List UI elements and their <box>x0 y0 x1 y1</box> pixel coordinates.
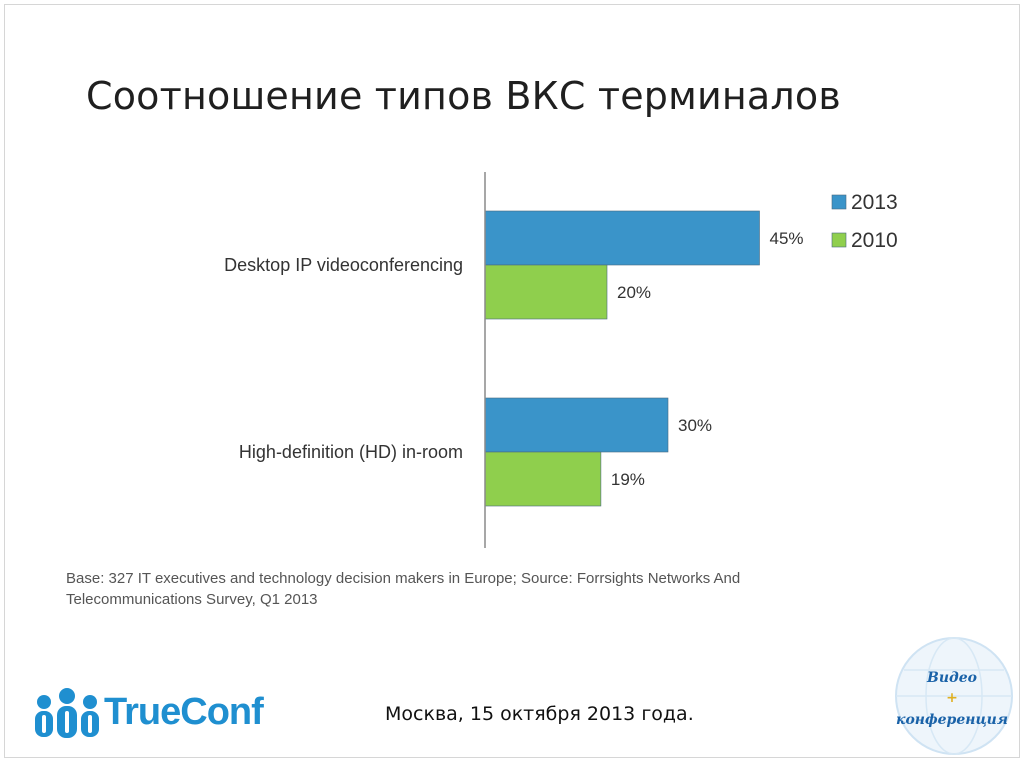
trueconf-logo: TrueConf <box>30 684 270 744</box>
category-label-1: High-definition (HD) in-room <box>239 442 463 462</box>
slide-frame <box>4 4 1020 758</box>
globe-icon <box>895 637 1013 755</box>
badge-line-1: Видео <box>927 670 977 686</box>
legend-label-2013: 2013 <box>851 191 898 214</box>
data-label-2010-1: 19% <box>611 470 645 489</box>
data-label-2010-0: 20% <box>617 283 651 302</box>
data-label-2013-0: 45% <box>770 229 804 248</box>
legend-label-2010: 2010 <box>851 229 898 252</box>
bar-2013-1 <box>484 397 669 453</box>
bar-2010-1 <box>484 451 602 507</box>
bar-2013-0 <box>484 210 760 266</box>
badge-line-2: + <box>946 690 958 706</box>
logo-true: True <box>104 691 181 733</box>
badge-line-3: конференция <box>895 712 1009 728</box>
legend-swatch-2010 <box>831 232 847 248</box>
logo-wordmark: TrueConf <box>104 684 264 740</box>
people-logo-icon <box>35 688 99 738</box>
logo-conf: Conf <box>180 691 264 733</box>
footer-date: Москва, 15 октября 2013 года. <box>385 703 694 725</box>
category-label-0: Desktop IP videoconferencing <box>224 255 463 275</box>
legend-swatch-2013 <box>831 194 847 210</box>
source-note: Base: 327 IT executives and technology d… <box>66 570 741 608</box>
video-conference-badge: Видео + конференция <box>888 630 1016 756</box>
slide-title: Соотношение типов ВКС терминалов <box>86 74 841 118</box>
bar-2010-0 <box>484 264 608 320</box>
data-label-2013-1: 30% <box>678 416 712 435</box>
